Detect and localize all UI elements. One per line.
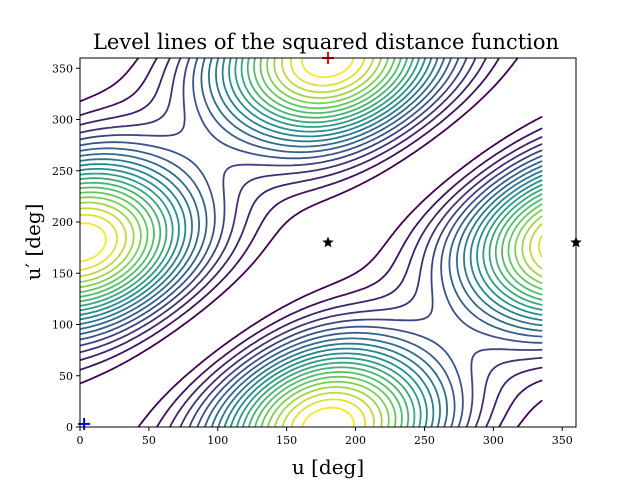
contour-level [80,58,543,427]
contour-level [80,58,543,427]
x-axis-ticks: 0 50 100 150 200 250 300 350 [77,427,573,447]
x-axis-label: u [deg] [292,455,364,479]
x-tick-label: 0 [77,434,84,447]
y-tick-label: 0 [66,421,73,434]
x-tick-label: 150 [276,434,297,447]
contour-lines [80,58,543,427]
contour-level [80,58,543,427]
y-tick-label: 50 [59,370,73,383]
x-tick-label: 200 [345,434,366,447]
contour-level [80,58,543,427]
contour-level [80,58,543,427]
contour-level [80,58,543,427]
contour-level [80,58,543,427]
contour-level [80,58,543,427]
chart-title: Level lines of the squared distance func… [93,30,559,54]
x-tick-label: 100 [207,434,228,447]
y-tick-label: 100 [52,319,73,332]
x-tick-label: 300 [483,434,504,447]
contour-level [80,58,355,427]
contour-level [80,58,543,427]
contour-level [80,58,543,427]
contour-level [80,58,543,427]
black-star-1-marker [322,236,334,248]
y-tick-label: 350 [52,62,73,75]
contour-level [80,58,543,427]
contour-level [80,58,543,427]
contour-level [80,58,543,427]
y-tick-label: 150 [52,267,73,280]
contour-level [80,58,543,427]
x-tick-label: 250 [414,434,435,447]
contour-level [80,58,543,427]
y-axis-ticks: 0 50 100 150 200 250 300 350 [52,62,80,434]
y-tick-label: 300 [52,114,73,127]
contour-level [80,58,543,427]
y-tick-label: 200 [52,216,73,229]
contour-level [80,58,543,427]
x-tick-label: 50 [142,434,156,447]
contour-level [80,58,543,427]
y-axis-label: u′ [deg] [21,204,45,281]
y-tick-label: 250 [52,165,73,178]
plot-frame [79,57,577,428]
contour-level [80,58,543,427]
x-tick-label: 350 [552,434,573,447]
